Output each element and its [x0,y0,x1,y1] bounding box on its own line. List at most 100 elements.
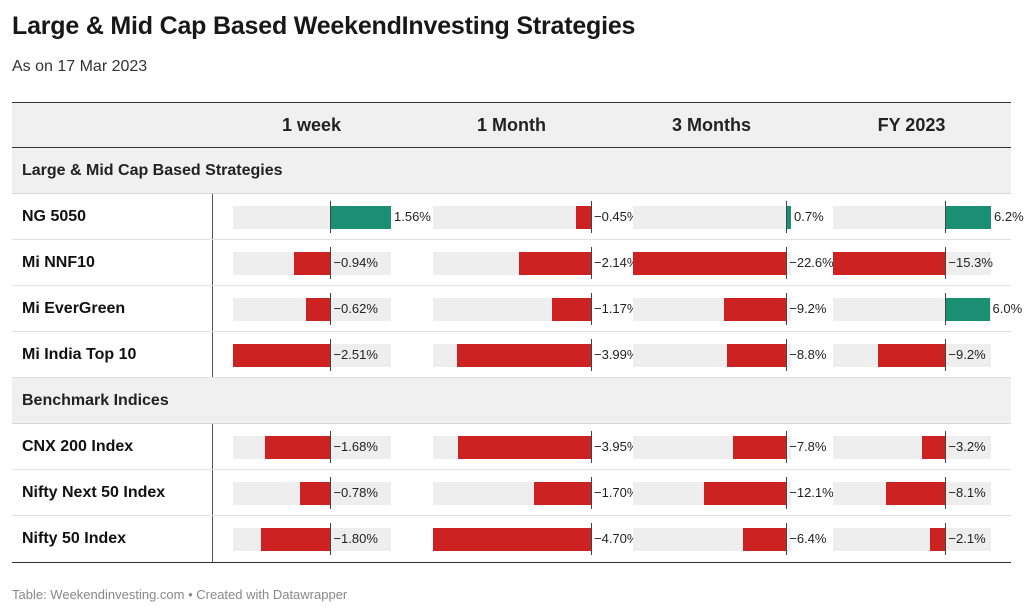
value-cell: −2.51% [212,332,411,378]
value-label: −7.8% [789,439,827,454]
value-cell: −1.80% [212,516,411,562]
value-label: −9.2% [948,347,986,362]
zero-axis [330,201,332,233]
value-label: −1.17% [594,301,639,316]
zero-axis [591,431,592,463]
negative-bar [533,482,591,505]
zero-axis [591,339,592,371]
value-label: −3.95% [594,439,639,454]
data-table: 1 week 1 Month 3 Months FY 2023 Large & Mid… [12,102,1024,563]
value-label: −2.1% [948,531,986,546]
negative-bar [265,436,331,459]
table-row: Nifty Next 50 Index −0.78% −1.70% −12.1% −8.… [12,470,1011,516]
value-label: −15.3% [948,255,993,270]
value-label: −0.62% [333,301,378,316]
column-header: 1 Month [477,115,546,135]
row-label: Mi EverGreen [22,300,126,317]
value-label: −22.6% [789,255,834,270]
negative-bar [742,528,787,551]
negative-bar [458,436,591,459]
table-header-row: 1 week 1 Month 3 Months FY 2023 [12,103,1011,148]
value-label: −4.70% [594,531,639,546]
zero-axis [330,477,332,509]
value-cell: 6.2% [812,194,1024,240]
positive-bar [786,206,791,229]
value-label: −2.51% [333,347,378,362]
negative-bar [433,528,591,551]
value-label: 6.2% [994,209,1024,224]
zero-axis [591,293,592,325]
row-label-divider [212,194,213,239]
negative-bar [300,482,331,505]
zero-axis [945,477,947,509]
value-label: −0.45% [594,209,639,224]
value-cell: −22.6% [612,240,834,286]
value-cell: −7.8% [612,424,826,470]
value-cell: −3.2% [812,424,1011,470]
zero-axis [786,293,788,325]
negative-bar [726,344,787,367]
zero-axis [591,247,592,279]
value-cell: 6.0% [812,286,1022,332]
group-header-row: Benchmark Indices [12,378,1011,424]
value-label: −3.2% [948,439,986,454]
zero-axis [330,247,332,279]
value-label: −2.14% [594,255,639,270]
zero-axis [591,477,592,509]
row-label-divider [212,516,213,562]
value-cell: −2.14% [412,240,638,286]
positive-bar [945,206,991,229]
negative-bar [551,298,591,321]
value-label: −0.78% [333,485,378,500]
negative-bar [575,206,591,229]
value-cell: −9.2% [612,286,826,332]
value-cell: −6.4% [612,516,826,562]
chart-footer: Table: Weekendinvesting.com • Created wi… [12,587,348,602]
value-cell: 1.56% [212,194,431,240]
bar-track [833,436,991,459]
zero-axis [786,247,788,279]
value-label: 6.0% [992,301,1023,316]
zero-axis [330,339,332,371]
row-label: Mi NNF10 [22,254,95,271]
zero-axis [945,247,947,279]
table-row: Mi EverGreen −0.62% −1.17% −9.2% 6.0% [12,286,1022,332]
value-label: 0.7% [794,209,824,224]
group-label: Large & Mid Cap Based Strategies [22,162,283,179]
value-label: −9.2% [789,301,827,316]
chart-title: Large & Mid Cap Based WeekendInvesting S… [12,12,636,40]
value-label: 1.56% [394,209,431,224]
zero-axis [945,523,947,555]
value-label: −12.1% [789,485,834,500]
value-label: −3.99% [594,347,639,362]
zero-axis [945,293,947,325]
negative-bar [519,252,591,275]
negative-bar [733,436,787,459]
value-cell: −2.1% [812,516,1011,562]
value-cell: −0.45% [412,194,638,240]
table-row: NG 5050 1.56% −0.45% 0.7% 6.2% [12,194,1024,240]
negative-bar [260,528,331,551]
zero-axis [945,201,947,233]
value-label: −6.4% [789,531,827,546]
negative-bar [293,252,331,275]
column-header: 3 Months [672,115,751,135]
value-label: −1.80% [333,531,378,546]
value-cell: −8.8% [612,332,826,378]
value-cell: −9.2% [812,332,1011,378]
negative-bar [921,436,946,459]
zero-axis [786,431,788,463]
value-cell: −1.70% [412,470,638,516]
row-label: Nifty Next 50 Index [22,484,166,501]
value-cell: −0.94% [212,240,411,286]
row-label: Mi India Top 10 [22,346,137,363]
zero-axis [945,339,947,371]
row-label: NG 5050 [22,208,87,225]
zero-axis [786,523,788,555]
negative-bar [723,298,787,321]
zero-axis [330,431,332,463]
column-header: FY 2023 [877,115,946,135]
negative-bar [885,482,946,505]
bar-track [833,528,991,551]
group-label: Benchmark Indices [22,392,169,409]
